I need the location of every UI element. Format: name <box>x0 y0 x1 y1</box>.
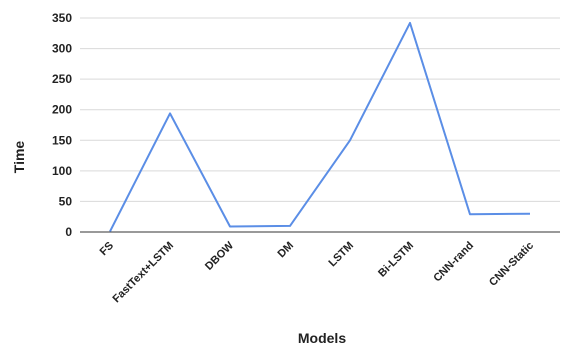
x-axis-title: Models <box>298 330 346 346</box>
y-tick-label: 50 <box>59 194 73 208</box>
y-tick-label: 300 <box>52 42 72 56</box>
x-tick-label: DBOW <box>203 239 237 273</box>
x-tick-label: CNN-rand <box>431 240 476 285</box>
y-tick-label: 250 <box>52 72 72 86</box>
x-tick-label: FastText+LSTM <box>111 240 177 306</box>
x-tick-label: Bi-LSTM <box>376 240 416 280</box>
y-tick-label: 0 <box>65 225 72 239</box>
y-tick-label: 200 <box>52 103 72 117</box>
y-axis-ticks: 0 50 100 150 200 250 300 350 <box>52 11 72 239</box>
x-tick-label: FS <box>98 240 116 258</box>
y-axis-title: Time <box>11 141 27 174</box>
y-tick-label: 150 <box>52 133 72 147</box>
series-line <box>109 21 531 232</box>
x-tick-label: CNN-Static <box>487 240 536 289</box>
x-tick-label: LSTM <box>326 240 356 270</box>
gridlines <box>80 17 560 233</box>
y-tick-label: 100 <box>52 164 72 178</box>
series-layer <box>109 21 531 232</box>
y-tick-label: 350 <box>52 11 72 25</box>
x-tick-label: DM <box>276 240 297 261</box>
